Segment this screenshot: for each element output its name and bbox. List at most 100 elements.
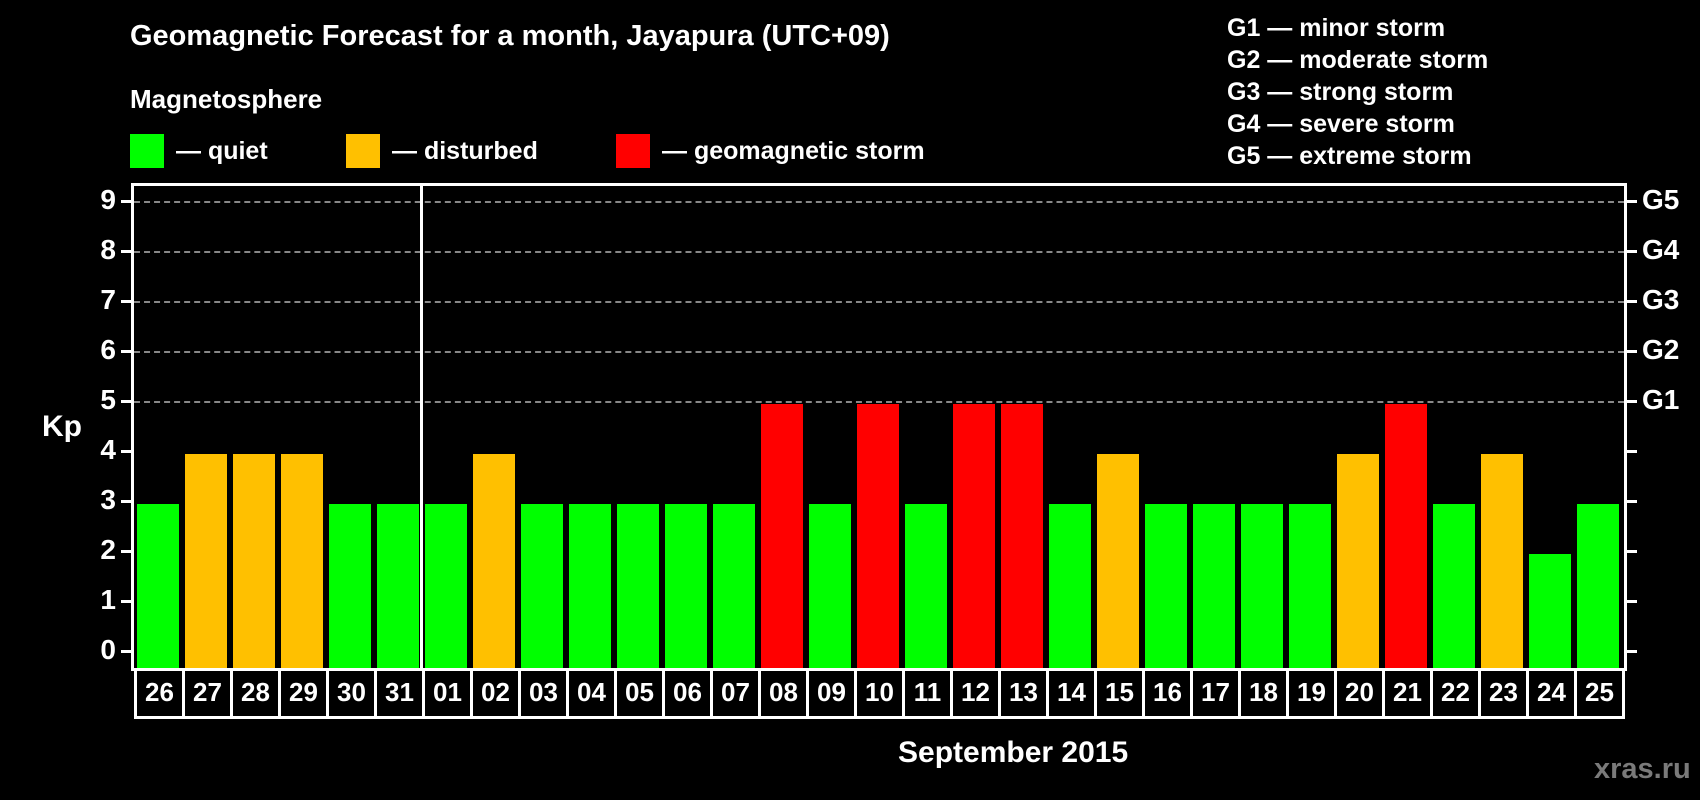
bar-22 bbox=[1433, 504, 1475, 668]
y-tick bbox=[121, 450, 133, 453]
legend-quiet-label: — quiet bbox=[176, 136, 268, 165]
date-label: 02 bbox=[473, 668, 521, 716]
date-label: 15 bbox=[1097, 668, 1145, 716]
gridline bbox=[134, 301, 1624, 303]
date-label: 14 bbox=[1049, 668, 1097, 716]
y-tick-label: 6 bbox=[100, 334, 116, 365]
chart-title: Geomagnetic Forecast for a month, Jayapu… bbox=[130, 20, 890, 52]
date-label: 19 bbox=[1289, 668, 1337, 716]
g-scale-label: G2 bbox=[1642, 334, 1680, 365]
bar-03 bbox=[521, 504, 563, 668]
bar-06 bbox=[665, 504, 707, 668]
y-tick-label: 3 bbox=[100, 484, 116, 515]
date-label: 21 bbox=[1385, 668, 1433, 716]
y-tick bbox=[121, 350, 133, 353]
legend-storm-label: — geomagnetic storm bbox=[662, 136, 925, 165]
bar-20 bbox=[1337, 454, 1379, 668]
legend-storm: — geomagnetic storm bbox=[616, 134, 925, 168]
right-tick bbox=[1625, 500, 1637, 503]
y-tick-label: 7 bbox=[100, 284, 116, 315]
date-label: 13 bbox=[1001, 668, 1049, 716]
bar-11 bbox=[905, 504, 947, 668]
storm-scale-g2: G2 — moderate storm bbox=[1227, 46, 1489, 74]
date-label: 07 bbox=[713, 668, 761, 716]
right-tick bbox=[1625, 550, 1637, 553]
date-label: 30 bbox=[329, 668, 377, 716]
g-scale-label: G4 bbox=[1642, 234, 1680, 265]
y-tick bbox=[121, 200, 133, 203]
y-tick-label: 1 bbox=[100, 584, 116, 615]
date-label: 08 bbox=[761, 668, 809, 716]
date-label: 17 bbox=[1193, 668, 1241, 716]
bar-13 bbox=[1001, 404, 1043, 668]
bar-08 bbox=[761, 404, 803, 668]
storm-scale-g4: G4 — severe storm bbox=[1227, 110, 1455, 138]
bar-16 bbox=[1145, 504, 1187, 668]
quiet-swatch-icon bbox=[130, 134, 164, 168]
date-label: 31 bbox=[377, 668, 425, 716]
date-label: 06 bbox=[665, 668, 713, 716]
bar-04 bbox=[569, 504, 611, 668]
legend-quiet: — quiet bbox=[130, 134, 268, 168]
y-tick bbox=[121, 250, 133, 253]
bar-24 bbox=[1529, 554, 1571, 668]
bar-02 bbox=[473, 454, 515, 668]
legend-disturbed-label: — disturbed bbox=[392, 136, 538, 165]
right-tick bbox=[1625, 300, 1637, 303]
date-label: 28 bbox=[233, 668, 281, 716]
bar-15 bbox=[1097, 454, 1139, 668]
g-scale-label: G5 bbox=[1642, 184, 1680, 215]
bar-27 bbox=[185, 454, 227, 668]
date-label: 22 bbox=[1433, 668, 1481, 716]
bar-29 bbox=[281, 454, 323, 668]
gridline bbox=[134, 401, 1624, 403]
month-divider bbox=[420, 186, 423, 668]
y-tick bbox=[121, 500, 133, 503]
right-tick bbox=[1625, 350, 1637, 353]
y-tick bbox=[121, 400, 133, 403]
date-label: 25 bbox=[1585, 676, 1614, 707]
right-tick bbox=[1625, 650, 1637, 653]
bar-10 bbox=[857, 404, 899, 668]
bar-07 bbox=[713, 504, 755, 668]
bar-14 bbox=[1049, 504, 1091, 668]
bar-23 bbox=[1481, 454, 1523, 668]
date-label: 09 bbox=[809, 668, 857, 716]
storm-scale-g1: G1 — minor storm bbox=[1227, 14, 1446, 42]
date-label: 16 bbox=[1145, 668, 1193, 716]
y-tick bbox=[121, 650, 133, 653]
storm-scale-g3: G3 — strong storm bbox=[1227, 78, 1454, 106]
month-label: September 2015 bbox=[898, 736, 1129, 769]
right-tick bbox=[1625, 250, 1637, 253]
bar-28 bbox=[233, 454, 275, 668]
date-label: 18 bbox=[1241, 668, 1289, 716]
watermark: xras.ru bbox=[1594, 753, 1691, 785]
bar-05 bbox=[617, 504, 659, 668]
y-tick-label: 8 bbox=[100, 234, 116, 265]
date-axis: 26 27 28 29 30 31 01 02 03 04 05 06 07 08 09 10 11 12 13 14… bbox=[134, 668, 1625, 719]
right-tick bbox=[1625, 600, 1637, 603]
storm-scale-g5: G5 — extreme storm bbox=[1227, 142, 1472, 170]
bar-25 bbox=[1577, 504, 1619, 668]
bar-19 bbox=[1289, 504, 1331, 668]
y-tick-label: 5 bbox=[100, 384, 116, 415]
date-label: 29 bbox=[281, 668, 329, 716]
date-label: 03 bbox=[521, 668, 569, 716]
date-label: 10 bbox=[857, 668, 905, 716]
date-label: 01 bbox=[425, 668, 473, 716]
legend-disturbed: — disturbed bbox=[346, 134, 538, 168]
bar-09 bbox=[809, 504, 851, 668]
date-label: 11 bbox=[905, 668, 953, 716]
g-scale-label: G3 bbox=[1642, 284, 1680, 315]
y-tick-label: 0 bbox=[100, 634, 116, 665]
disturbed-swatch-icon bbox=[346, 134, 380, 168]
y-tick bbox=[121, 600, 133, 603]
right-tick bbox=[1625, 400, 1637, 403]
right-tick bbox=[1625, 200, 1637, 203]
g-scale-label: G1 bbox=[1642, 384, 1680, 415]
bar-18 bbox=[1241, 504, 1283, 668]
date-label: 04 bbox=[569, 668, 617, 716]
y-tick-label: 4 bbox=[100, 434, 116, 465]
gridline bbox=[134, 351, 1624, 353]
y-axis-label: Kp bbox=[42, 410, 82, 443]
